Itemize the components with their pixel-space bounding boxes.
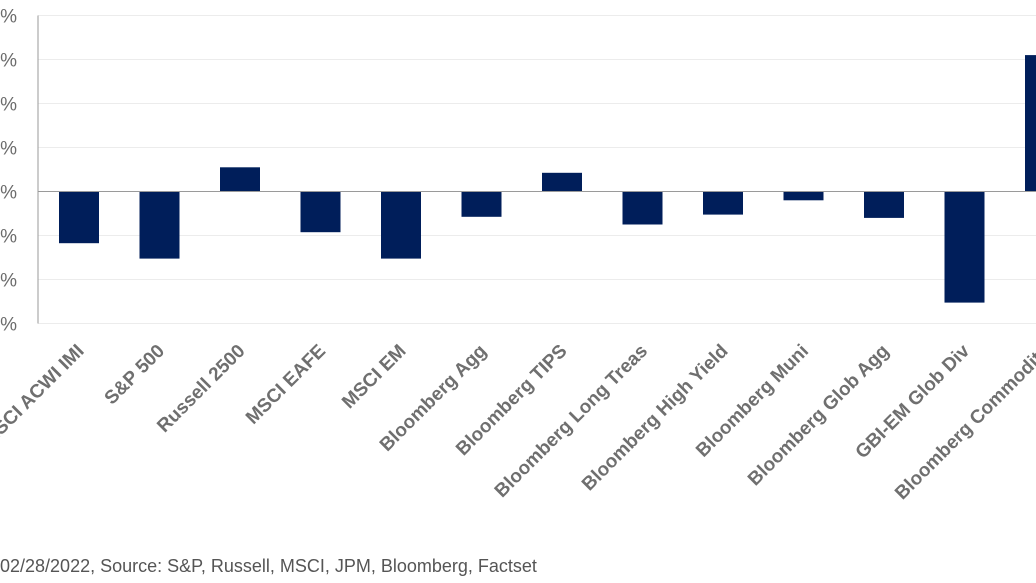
- y-tick-label: %: [0, 51, 17, 72]
- bar: [139, 191, 180, 259]
- category-label: Bloomberg Glob Agg: [744, 341, 893, 490]
- category-label: MSCI EAFE: [242, 341, 330, 429]
- bar: [542, 172, 582, 192]
- bar: [461, 191, 502, 217]
- bar: [220, 167, 260, 192]
- bar: [300, 191, 341, 233]
- gridlines: [38, 15, 1036, 324]
- y-tick-label: %: [0, 315, 17, 336]
- bar: [59, 191, 99, 244]
- category-label: MSCI EM: [338, 341, 410, 413]
- bar: [381, 191, 421, 259]
- y-axis-tick-labels: %%%%%%%%: [0, 7, 17, 336]
- y-tick-label: %: [0, 7, 17, 28]
- bar: [622, 191, 663, 225]
- bar: [783, 191, 824, 201]
- bars: [59, 55, 1036, 303]
- bar: [864, 191, 904, 218]
- y-tick-label: %: [0, 271, 17, 292]
- y-tick-label: %: [0, 95, 17, 116]
- bar: [1025, 55, 1036, 192]
- category-label: MSCI ACWI IMI: [0, 341, 89, 451]
- category-label: S&P 500: [101, 341, 169, 409]
- bar: [703, 191, 743, 215]
- category-label: Bloomberg High Yield: [578, 341, 732, 495]
- bar: [944, 191, 985, 303]
- source-footnote: 02/28/2022, Source: S&P, Russell, MSCI, …: [0, 556, 537, 576]
- category-label: Bloomberg Long Treas: [491, 341, 652, 502]
- y-tick-label: %: [0, 183, 17, 204]
- y-tick-label: %: [0, 139, 17, 160]
- y-tick-label: %: [0, 227, 17, 248]
